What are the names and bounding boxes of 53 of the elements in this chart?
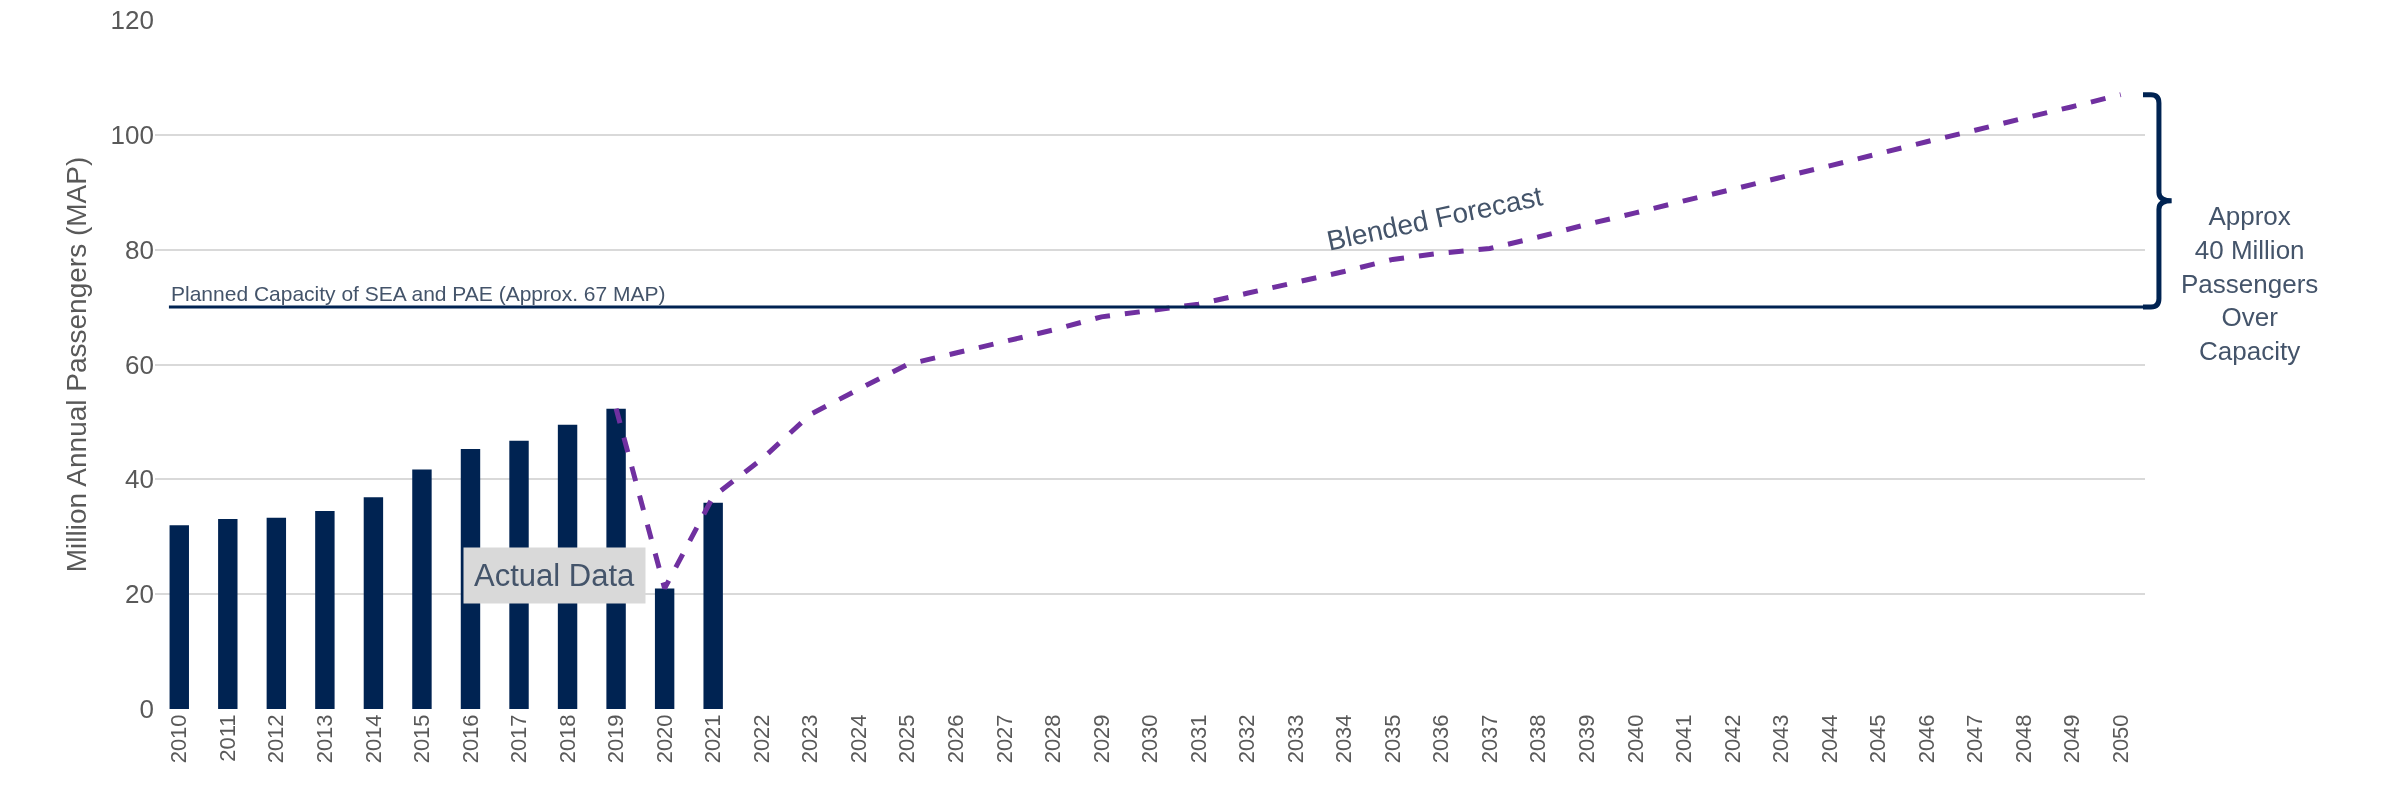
y-tick-label: 0 (139, 694, 154, 725)
x-tick-label: 2049 (2059, 714, 2085, 764)
x-tick-label: 2020 (651, 714, 677, 764)
x-tick-label: 2019 (603, 714, 629, 764)
x-tick-label: 2028 (1040, 714, 1066, 764)
x-tick-label: 2011 (214, 714, 240, 762)
x-tick-label: 2026 (943, 714, 968, 764)
x-tick-label: 2025 (894, 714, 920, 764)
x-tick-label: 2023 (797, 714, 823, 764)
x-tick-label: 2017 (506, 714, 532, 764)
x-tick-label: 2041 (1671, 714, 1697, 764)
y-axis-title: Million Annual Passengers (MAP) (61, 156, 93, 573)
x-tick-label: 2015 (409, 714, 435, 764)
x-tick-label: 2036 (1428, 714, 1454, 764)
x-tick-label: 2012 (263, 714, 289, 764)
x-tick-label: 2038 (1525, 714, 1551, 764)
y-tick-label: 20 (125, 579, 154, 610)
annotation: Actual Data (474, 558, 636, 593)
y-tick-label: 80 (125, 234, 154, 265)
x-tick-label: 2014 (360, 714, 386, 764)
x-tick-label: 2010 (166, 714, 192, 764)
y-tick-label: 100 (110, 119, 154, 150)
x-tick-label: 2024 (845, 714, 871, 764)
text: Approx 40 Million Passengers Over Capacity (2181, 201, 2319, 367)
x-tick-label: 2043 (1768, 714, 1794, 764)
x-tick-label: 2029 (1088, 714, 1114, 764)
x-tick-label: 2037 (1476, 714, 1502, 764)
x-tick-label: 2021 (700, 714, 726, 764)
x-tick-label: 2030 (1137, 714, 1163, 764)
x-tick-label: 2027 (991, 714, 1017, 764)
x-tick-label: 2047 (1962, 714, 1988, 764)
x-tick-label: 2040 (1622, 714, 1648, 764)
x-tick-label: 2013 (312, 714, 338, 764)
x-tick-label: 2018 (554, 714, 580, 764)
x-tick-label: 2048 (2010, 714, 2036, 764)
ref-line-label: Planned Capacity of SEA and PAE (Approx. 67 MAP) (171, 282, 666, 305)
annotation: Blended Forecast (1324, 180, 1546, 257)
x-tick-label: 2034 (1331, 714, 1357, 764)
x-tick-label: 2050 (2107, 714, 2133, 764)
x-tick-label: 2031 (1185, 714, 1211, 764)
y-tick-label: 60 (125, 349, 154, 380)
x-tick-label: 2022 (748, 714, 774, 764)
x-tick-label: 2045 (1865, 714, 1891, 764)
x-tick-label: 2032 (1234, 714, 1260, 764)
x-tick-label: 2016 (457, 714, 483, 764)
x-tick-label: 2039 (1573, 714, 1599, 764)
x-tick-label: 2046 (1913, 714, 1939, 764)
y-tick-label: 40 (125, 464, 154, 495)
x-tick-label: 2042 (1719, 714, 1745, 764)
x-tick-label: 2033 (1282, 714, 1308, 764)
x-tick-label: 2044 (1816, 714, 1842, 764)
y-tick-label: 120 (110, 5, 154, 36)
x-tick-label: 2035 (1379, 714, 1405, 764)
